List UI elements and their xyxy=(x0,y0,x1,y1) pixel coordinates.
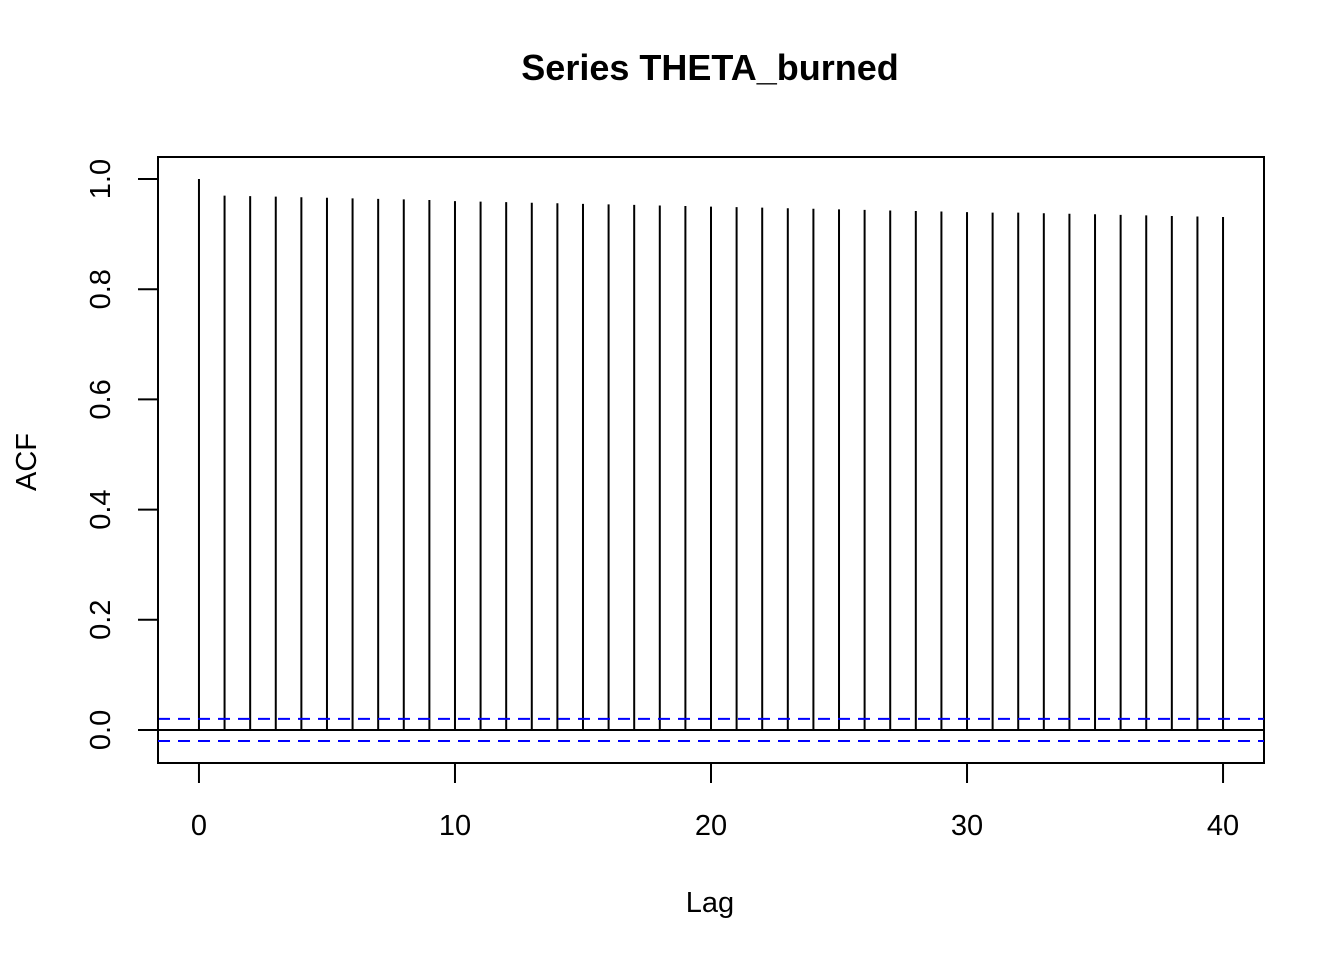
x-axis-label: Lag xyxy=(686,887,734,919)
y-tick-label: 0.4 xyxy=(85,489,117,529)
y-tick-label: 0.8 xyxy=(85,269,117,309)
confidence-bands xyxy=(158,717,1264,742)
y-axis: 0.0 0.2 0.4 0.6 0.8 1.0 xyxy=(85,159,159,750)
x-tick-label: 40 xyxy=(1207,810,1239,842)
y-tick-label: 1.0 xyxy=(85,159,117,199)
x-axis: 0 10 20 30 40 xyxy=(191,762,1239,842)
acf-bars xyxy=(197,179,1225,730)
x-tick-label: 20 xyxy=(695,810,727,842)
x-tick-label: 0 xyxy=(191,810,207,842)
y-tick-label: 0.0 xyxy=(85,710,117,750)
chart-title: Series THETA_burned xyxy=(521,47,898,88)
y-axis-label: ACF xyxy=(11,433,43,491)
y-tick-label: 0.2 xyxy=(85,600,117,640)
x-tick-label: 30 xyxy=(951,810,983,842)
x-tick-label: 10 xyxy=(439,810,471,842)
y-tick-label: 0.6 xyxy=(85,379,117,419)
